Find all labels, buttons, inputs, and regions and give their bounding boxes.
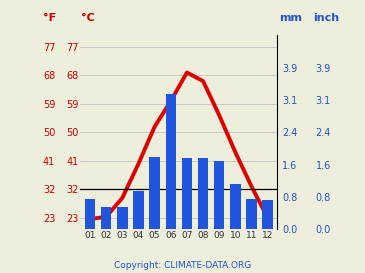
Bar	[133, 191, 144, 229]
Bar	[149, 157, 160, 229]
Bar	[198, 158, 208, 229]
Text: mm: mm	[278, 13, 302, 23]
Bar	[246, 199, 257, 229]
Bar	[117, 207, 127, 229]
Bar	[165, 94, 176, 229]
Text: inch: inch	[314, 13, 340, 23]
Bar	[101, 207, 111, 229]
Text: Copyright: CLIMATE-DATA.ORG: Copyright: CLIMATE-DATA.ORG	[114, 261, 251, 270]
Bar	[85, 199, 95, 229]
Text: °C: °C	[81, 13, 95, 23]
Bar	[262, 200, 273, 229]
Bar	[214, 162, 224, 229]
Bar	[230, 184, 241, 229]
Bar	[182, 158, 192, 229]
Text: °F: °F	[43, 13, 56, 23]
